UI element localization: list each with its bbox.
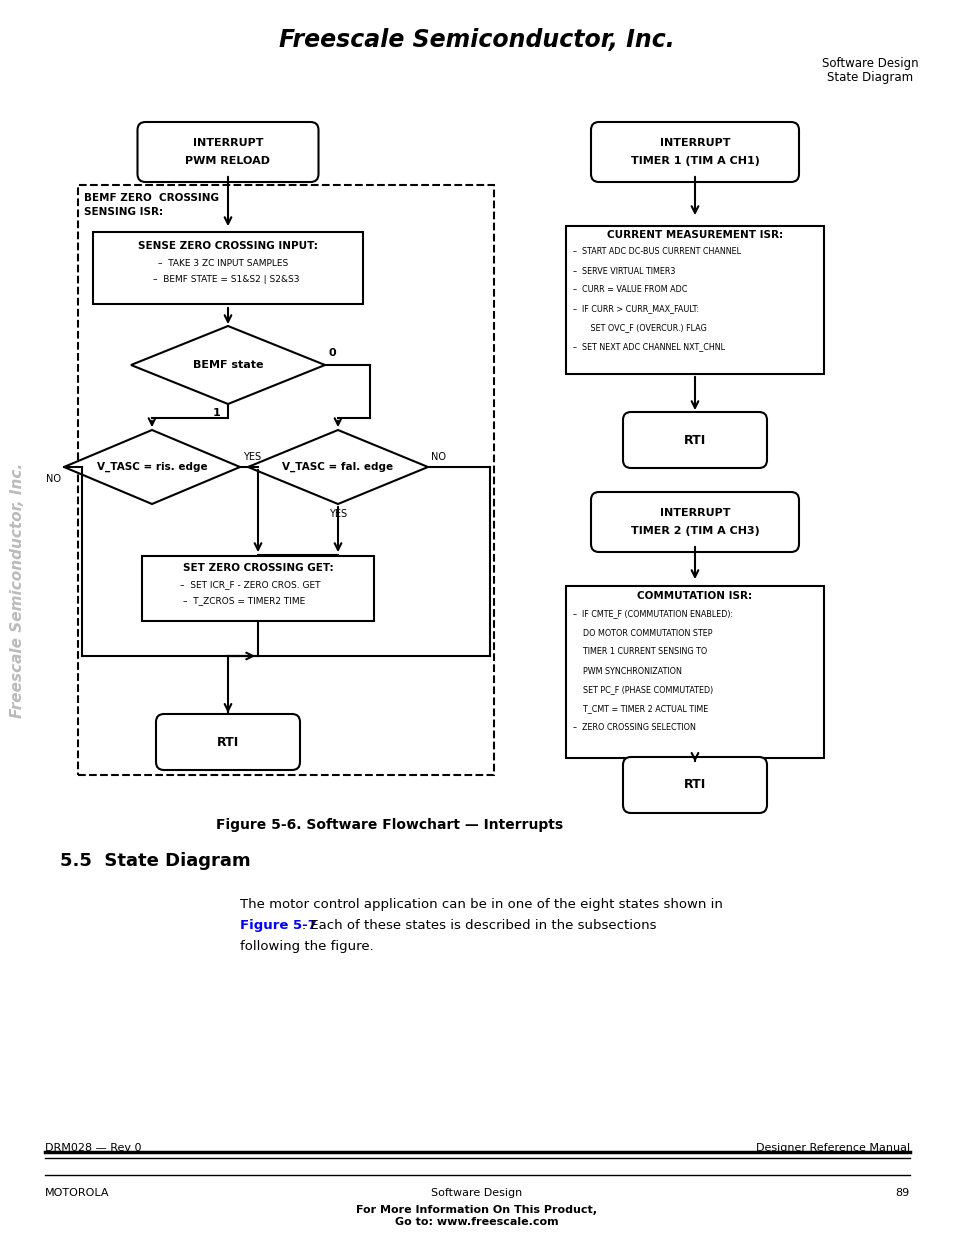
- Text: COMMUTATION ISR:: COMMUTATION ISR:: [637, 592, 752, 601]
- Text: Figure 5-6. Software Flowchart — Interrupts: Figure 5-6. Software Flowchart — Interru…: [216, 818, 563, 832]
- Text: SET OVC_F (OVERCUR.) FLAG: SET OVC_F (OVERCUR.) FLAG: [573, 324, 706, 332]
- Text: –  T_ZCROS = TIMER2 TIME: – T_ZCROS = TIMER2 TIME: [183, 597, 305, 605]
- Text: 1: 1: [212, 408, 220, 417]
- Text: SENSE ZERO CROSSING INPUT:: SENSE ZERO CROSSING INPUT:: [138, 241, 317, 251]
- Text: INTERRUPT: INTERRUPT: [659, 508, 729, 517]
- Text: –  IF CURR > CURR_MAX_FAULT:: – IF CURR > CURR_MAX_FAULT:: [573, 305, 699, 314]
- Bar: [565, 226, 823, 374]
- Text: –  SERVE VIRTUAL TIMER3: – SERVE VIRTUAL TIMER3: [573, 267, 675, 275]
- Text: V_TASC = fal. edge: V_TASC = fal. edge: [282, 462, 394, 472]
- Text: SET PC_F (PHASE COMMUTATED): SET PC_F (PHASE COMMUTATED): [573, 685, 713, 694]
- Text: YES: YES: [329, 509, 347, 519]
- Text: State Diagram: State Diagram: [826, 70, 912, 84]
- Text: –  ZERO CROSSING SELECTION: – ZERO CROSSING SELECTION: [573, 724, 695, 732]
- Text: Figure 5-7: Figure 5-7: [240, 919, 316, 932]
- Text: V_TASC = ris. edge: V_TASC = ris. edge: [96, 462, 207, 472]
- Bar: [92, 232, 363, 304]
- Text: –  BEMF STATE = S1&S2 | S2&S3: – BEMF STATE = S1&S2 | S2&S3: [152, 274, 299, 284]
- Text: Designer Reference Manual: Designer Reference Manual: [755, 1144, 909, 1153]
- Text: –  CURR = VALUE FROM ADC: – CURR = VALUE FROM ADC: [573, 285, 687, 294]
- Text: INTERRUPT: INTERRUPT: [659, 138, 729, 148]
- FancyBboxPatch shape: [137, 122, 318, 182]
- Bar: [78, 185, 494, 776]
- Text: The motor control application can be in one of the eight states shown in: The motor control application can be in …: [240, 898, 722, 911]
- Text: 5.5  State Diagram: 5.5 State Diagram: [60, 852, 251, 869]
- Text: SENSING ISR:: SENSING ISR:: [84, 207, 163, 217]
- Text: For More Information On This Product,
Go to: www.freescale.com: For More Information On This Product, Go…: [356, 1205, 597, 1226]
- Text: T_CMT = TIMER 2 ACTUAL TIME: T_CMT = TIMER 2 ACTUAL TIME: [573, 704, 707, 714]
- FancyBboxPatch shape: [590, 492, 799, 552]
- Text: NO: NO: [431, 452, 446, 462]
- Text: TIMER 1 (TIM A CH1): TIMER 1 (TIM A CH1): [630, 156, 759, 165]
- Text: PWM SYNCHRONIZATION: PWM SYNCHRONIZATION: [573, 667, 681, 676]
- Text: DO MOTOR COMMUTATION STEP: DO MOTOR COMMUTATION STEP: [573, 629, 712, 637]
- FancyBboxPatch shape: [622, 412, 766, 468]
- Text: Software Design: Software Design: [431, 1188, 522, 1198]
- Text: PWM RELOAD: PWM RELOAD: [185, 156, 271, 165]
- Text: BEMF ZERO  CROSSING: BEMF ZERO CROSSING: [84, 193, 219, 203]
- Text: Freescale Semiconductor, Inc.: Freescale Semiconductor, Inc.: [10, 462, 25, 718]
- Text: TIMER 2 (TIM A CH3): TIMER 2 (TIM A CH3): [630, 526, 759, 536]
- Polygon shape: [64, 430, 240, 504]
- Text: –  IF CMTE_F (COMMUTATION ENABLED):: – IF CMTE_F (COMMUTATION ENABLED):: [573, 610, 732, 619]
- Text: MOTOROLA: MOTOROLA: [45, 1188, 110, 1198]
- Text: TIMER 1 CURRENT SENSING TO: TIMER 1 CURRENT SENSING TO: [573, 647, 706, 657]
- Text: –  TAKE 3 ZC INPUT SAMPLES: – TAKE 3 ZC INPUT SAMPLES: [157, 258, 288, 268]
- Text: following the figure.: following the figure.: [240, 940, 374, 953]
- Text: CURRENT MEASUREMENT ISR:: CURRENT MEASUREMENT ISR:: [606, 230, 782, 240]
- Text: INTERRUPT: INTERRUPT: [193, 138, 263, 148]
- Text: –  SET NEXT ADC CHANNEL NXT_CHNL: – SET NEXT ADC CHANNEL NXT_CHNL: [573, 342, 724, 352]
- Text: DRM028 — Rev 0: DRM028 — Rev 0: [45, 1144, 141, 1153]
- Text: RTI: RTI: [683, 433, 705, 447]
- Polygon shape: [248, 430, 428, 504]
- FancyBboxPatch shape: [622, 757, 766, 813]
- Text: Freescale Semiconductor, Inc.: Freescale Semiconductor, Inc.: [279, 28, 674, 52]
- Text: NO: NO: [46, 474, 61, 484]
- Text: –  SET ICR_F - ZERO CROS. GET: – SET ICR_F - ZERO CROS. GET: [179, 580, 320, 589]
- Text: BEMF state: BEMF state: [193, 359, 263, 370]
- Text: Software Design: Software Design: [821, 57, 918, 70]
- Text: RTI: RTI: [683, 778, 705, 792]
- Text: 89: 89: [895, 1188, 909, 1198]
- Text: YES: YES: [243, 452, 261, 462]
- Bar: [565, 585, 823, 758]
- Polygon shape: [131, 326, 325, 404]
- Text: –  START ADC DC-BUS CURRENT CHANNEL: – START ADC DC-BUS CURRENT CHANNEL: [573, 247, 740, 257]
- FancyBboxPatch shape: [156, 714, 299, 769]
- Text: SET ZERO CROSSING GET:: SET ZERO CROSSING GET:: [182, 563, 333, 573]
- Text: 0: 0: [329, 348, 336, 358]
- Text: . Each of these states is described in the subsections: . Each of these states is described in t…: [302, 919, 656, 932]
- FancyBboxPatch shape: [590, 122, 799, 182]
- Bar: [142, 556, 374, 620]
- Text: RTI: RTI: [216, 736, 239, 748]
